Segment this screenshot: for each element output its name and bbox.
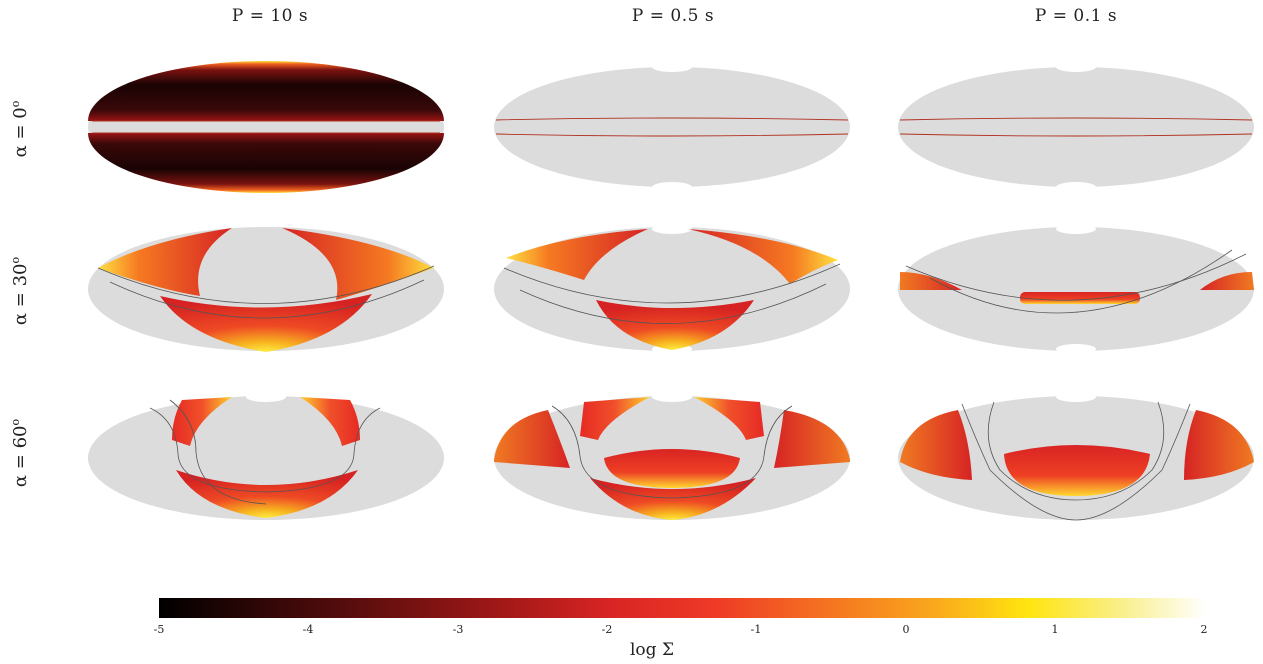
colorbar-tick: 0 <box>902 623 910 636</box>
colorbar-tick: 2 <box>1200 623 1208 636</box>
colorbar-tick: -4 <box>302 623 314 636</box>
map-alpha0-p10 <box>88 61 444 193</box>
colorbar-tick: -2 <box>601 623 613 636</box>
colorbar-tick: -1 <box>750 623 762 636</box>
map-alpha30-p01 <box>898 224 1254 354</box>
hammer-projection-maps <box>88 61 1254 521</box>
column-title-p10: P = 10 s <box>231 6 309 26</box>
map-alpha0-p01 <box>898 62 1254 192</box>
map-alpha30-p10 <box>88 227 444 352</box>
map-alpha60-p01 <box>898 392 1254 521</box>
map-alpha0-p05 <box>494 62 850 192</box>
map-alpha30-p05 <box>494 224 850 354</box>
colorbar-tick: 1 <box>1051 623 1059 636</box>
colorbar-label: log Σ <box>630 640 674 660</box>
map-alpha60-p05 <box>494 392 850 520</box>
column-title-p05: P = 0.5 s <box>631 6 715 26</box>
colorbar <box>159 598 1206 618</box>
colorbar-tick: -5 <box>153 623 165 636</box>
map-alpha60-p10 <box>88 392 444 520</box>
colorbar-tick: -3 <box>452 623 464 636</box>
column-title-p01: P = 0.1 s <box>1034 6 1118 26</box>
